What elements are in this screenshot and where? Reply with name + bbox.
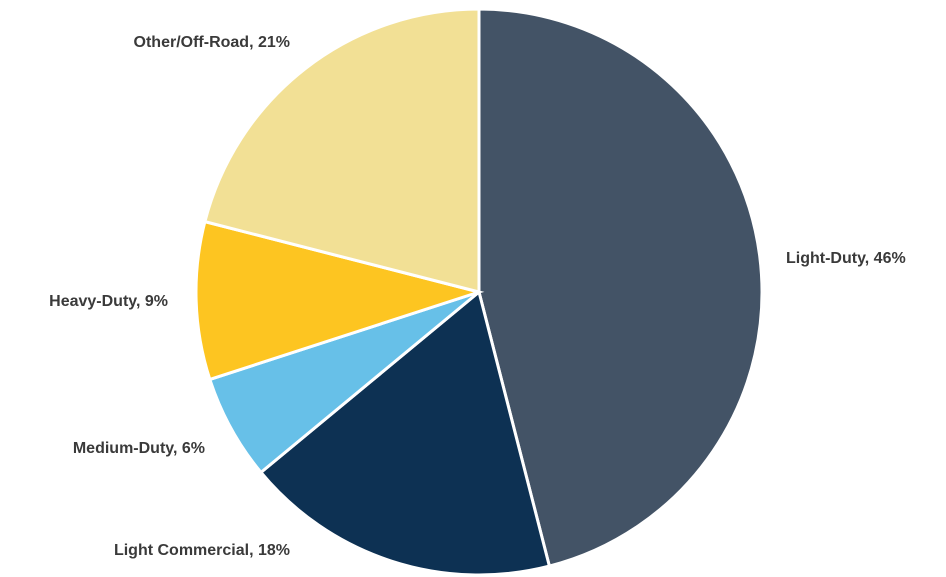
data-label: Medium-Duty, 6% <box>73 440 205 457</box>
pie-slice <box>477 7 764 568</box>
data-label: Light-Duty, 46% <box>786 250 906 267</box>
data-label: Other/Off-Road, 21% <box>134 34 290 51</box>
pie-slice <box>203 7 481 294</box>
data-label: Light Commercial, 18% <box>114 542 290 559</box>
pie-slice <box>258 289 552 577</box>
data-label: Heavy-Duty, 9% <box>49 293 168 310</box>
pie-slice <box>194 219 485 382</box>
